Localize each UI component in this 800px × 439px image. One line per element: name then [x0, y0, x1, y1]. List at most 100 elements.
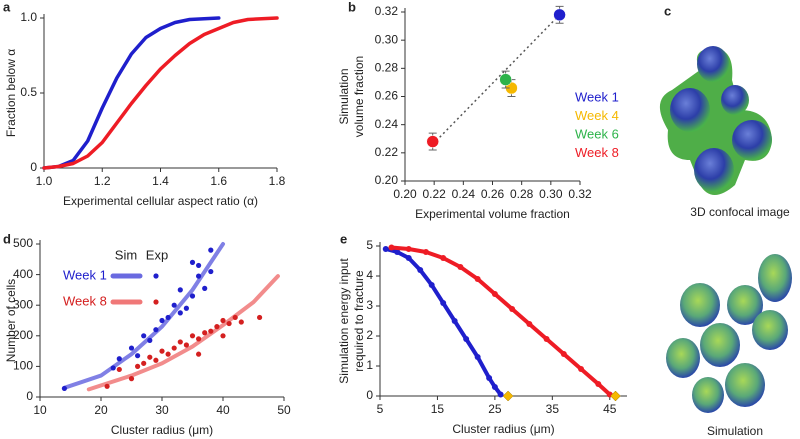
- y-axis-label: Simulation: [337, 68, 351, 124]
- point: [171, 302, 177, 308]
- y-tick-label: 0.20: [375, 173, 399, 187]
- x-tick-label: 0.30: [539, 187, 563, 201]
- point: [214, 324, 220, 330]
- legend-label: Week 1: [63, 267, 107, 282]
- y-tick-label: 0.22: [375, 145, 399, 159]
- point: [110, 365, 116, 371]
- point: [196, 273, 202, 279]
- y-axis-label: Number of cells: [4, 279, 18, 362]
- point: [486, 375, 493, 381]
- fit-line: [432, 14, 561, 145]
- point: [428, 282, 435, 288]
- y-tick-label: 4: [366, 268, 373, 282]
- y-tick-label: 5: [366, 238, 373, 252]
- point: [189, 333, 196, 339]
- legend-label: Week 8: [575, 145, 619, 160]
- point: [499, 73, 512, 86]
- point: [543, 336, 550, 342]
- y-tick-label: 200: [13, 328, 33, 342]
- point: [116, 366, 122, 373]
- y-tick-label: 0: [26, 389, 33, 403]
- point: [135, 353, 141, 359]
- point: [417, 267, 424, 273]
- legend-label: Week 1: [575, 89, 619, 104]
- x-tick-label: 50: [277, 403, 291, 417]
- fit-curve: [86, 274, 280, 392]
- point: [394, 249, 401, 255]
- point: [159, 317, 165, 324]
- point: [388, 244, 395, 251]
- point: [202, 330, 208, 336]
- point: [153, 357, 159, 363]
- point: [208, 247, 214, 253]
- y-axis-label: required to fracture: [352, 270, 366, 372]
- fit-curve: [62, 242, 225, 390]
- y-tick-label: 500: [13, 236, 33, 250]
- legend-header: Sim: [115, 247, 137, 262]
- panel-label: b: [348, 0, 356, 14]
- point: [116, 356, 122, 362]
- x-tick-label: 1.2: [94, 174, 111, 188]
- point: [208, 328, 214, 334]
- y-axis-label: Simulation energy input: [337, 258, 351, 384]
- x-tick-label: 15: [431, 402, 445, 416]
- point: [104, 383, 110, 389]
- y-tick-label: 100: [13, 359, 33, 373]
- legend-label: Week 4: [575, 108, 619, 123]
- y-tick-label: 0.24: [375, 117, 399, 131]
- point: [440, 255, 447, 261]
- x-axis-label: Cluster radius (μm): [111, 423, 213, 437]
- line: [383, 247, 503, 397]
- line: [389, 245, 612, 397]
- x-tick-label: 35: [546, 402, 560, 416]
- point: [189, 293, 196, 299]
- point: [141, 333, 147, 339]
- y-tick-label: 0.32: [375, 4, 399, 18]
- point: [128, 345, 135, 351]
- image-caption: 3D confocal image: [690, 205, 790, 219]
- legend-label: Week 8: [63, 293, 107, 308]
- simulation-image: [666, 254, 792, 413]
- point: [128, 376, 135, 382]
- y-tick-label: 3: [366, 298, 373, 312]
- point: [497, 391, 504, 398]
- x-tick-label: 0.24: [452, 187, 476, 201]
- point: [196, 336, 202, 342]
- point: [147, 354, 153, 360]
- point: [165, 351, 171, 357]
- y-axis-label: Fraction below α: [4, 49, 18, 137]
- y-tick-label: 300: [13, 297, 33, 311]
- x-tick-label: 20: [94, 403, 108, 417]
- point: [202, 285, 208, 291]
- point: [405, 255, 412, 261]
- x-tick-label: 45: [603, 402, 617, 416]
- point: [159, 348, 165, 354]
- point: [177, 310, 183, 316]
- point: [553, 8, 566, 22]
- confocal-image: [659, 46, 772, 195]
- point: [405, 246, 412, 252]
- point: [183, 305, 189, 311]
- point: [526, 321, 533, 327]
- point: [595, 381, 602, 387]
- point: [226, 320, 232, 327]
- point: [153, 327, 159, 333]
- image-caption: Simulation: [707, 424, 763, 438]
- x-axis-label: Experimental cellular aspect ratio (α): [63, 194, 258, 208]
- x-tick-label: 1.6: [210, 174, 227, 188]
- point: [463, 336, 470, 342]
- x-tick-label: 0.26: [481, 187, 505, 201]
- x-tick-label: 0.28: [510, 187, 534, 201]
- point: [382, 246, 389, 252]
- point: [422, 249, 429, 255]
- panel-label: d: [3, 231, 11, 246]
- y-tick-label: 0: [30, 160, 37, 174]
- x-axis-label: Cluster radius (μm): [452, 422, 554, 436]
- point: [220, 317, 226, 324]
- point: [426, 135, 439, 148]
- marker: [610, 390, 621, 402]
- point: [238, 319, 244, 325]
- point: [171, 345, 177, 351]
